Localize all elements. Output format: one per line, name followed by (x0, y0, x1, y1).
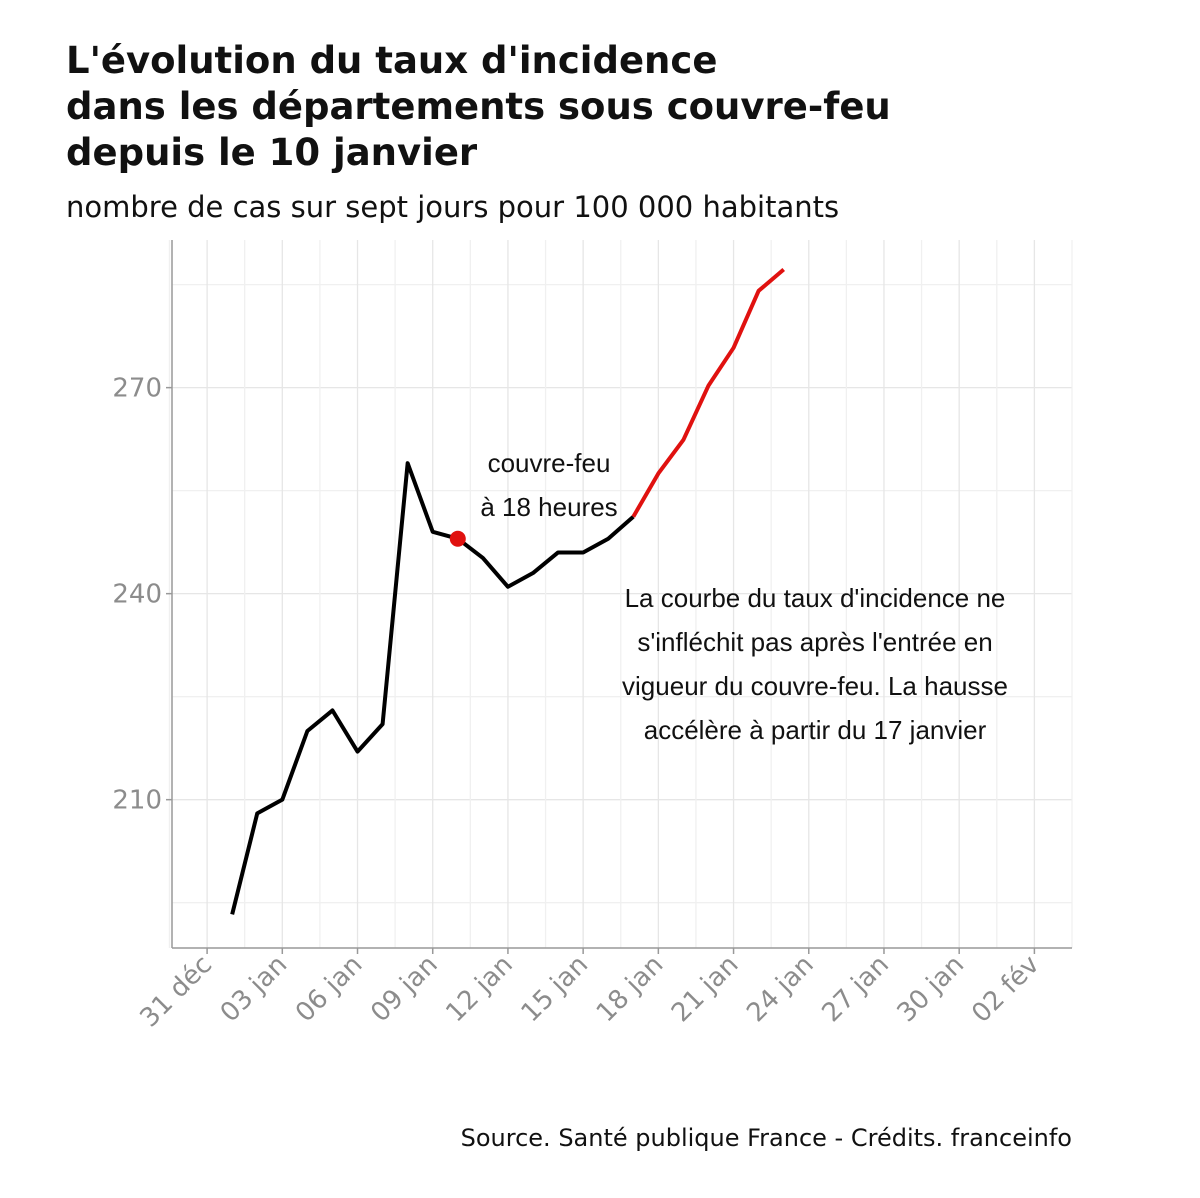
x-tick-label: 06 jan (290, 950, 368, 1028)
x-tick-label: 27 jan (816, 950, 894, 1028)
x-tick-label: 31 déc (134, 950, 218, 1034)
source-credit: Source. Santé publique France - Crédits.… (460, 1124, 1072, 1152)
x-tick-label: 09 jan (365, 950, 443, 1028)
x-tick-label: 21 jan (666, 950, 744, 1028)
y-tick-label: 270 (112, 374, 162, 404)
annotations: couvre-feu à 18 heures La courbe du taux d… (480, 448, 1008, 745)
x-tick-label: 18 jan (591, 950, 669, 1028)
axes (166, 240, 1072, 954)
curfew-annotation-line: à 18 heures (480, 492, 617, 522)
comment-annotation-line: s'infléchit pas après l'entrée en (637, 627, 992, 657)
comment-annotation-line: vigueur du couvre-feu. La hausse (622, 671, 1008, 701)
x-tick-label: 15 jan (516, 950, 594, 1028)
x-tick-label: 02 fév (966, 950, 1045, 1029)
y-tick-label: 210 (112, 786, 162, 816)
series-lines (230, 268, 785, 915)
chart-title: L'évolution du taux d'incidence dans les… (66, 39, 891, 174)
y-tick-label: 240 (112, 580, 162, 610)
grid (168, 240, 1073, 948)
comment-annotation-line: accélère à partir du 17 janvier (644, 715, 987, 745)
x-tick-label: 24 jan (741, 950, 819, 1028)
curfew-marker (449, 530, 466, 547)
curfew-annotation-line: couvre-feu (488, 448, 611, 478)
x-tick-label: 03 jan (215, 950, 293, 1028)
series-line-1 (230, 461, 635, 915)
comment-annotation-line: La courbe du taux d'incidence ne (625, 583, 1006, 613)
series-line-2 (631, 268, 785, 518)
x-tick-label: 30 jan (892, 950, 970, 1028)
chart-subtitle: nombre de cas sur sept jours pour 100 00… (66, 190, 840, 224)
x-tick-label: 12 jan (440, 950, 518, 1028)
